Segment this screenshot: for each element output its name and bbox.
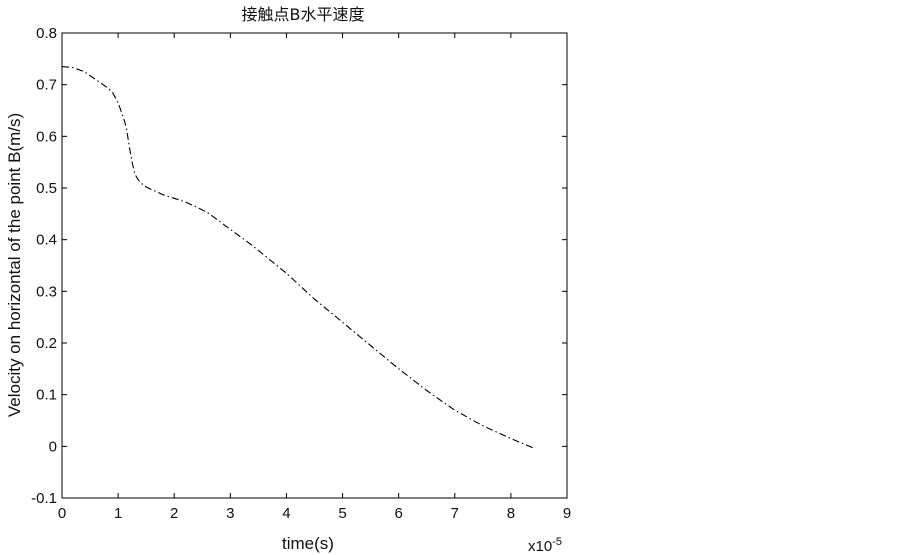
y-tick-labels: -0.1 0 0.1 0.2 0.3 0.4 0.5 0.6 0.7 0.8: [31, 25, 57, 507]
x-tick-label: 9: [563, 505, 571, 522]
plot-area: [61, 32, 568, 499]
x-tick-labels: 0 1 2 3 4 5 6 7 8 9: [58, 505, 571, 522]
x-tick-label: 7: [451, 505, 459, 522]
y-axis-label: Velocity on horizontal of the point B(m/…: [5, 113, 24, 417]
y-tick-label: 0.2: [36, 335, 57, 352]
x-tick-label: 8: [507, 505, 515, 522]
y-tick-label: 0.5: [36, 180, 57, 197]
x-tick-label: 2: [170, 505, 178, 522]
y-tick-label: 0: [49, 438, 57, 455]
velocity-series-line: [61, 66, 534, 449]
y-tick-label: 0.6: [36, 128, 57, 145]
y-tick-label: -0.1: [31, 490, 57, 507]
x-tick-label: 6: [394, 505, 402, 522]
x-tick-label: 3: [226, 505, 234, 522]
x-axis-multiplier: x10-5: [528, 536, 562, 555]
y-tick-label: 0.4: [36, 232, 57, 249]
x-tick-label: 1: [114, 505, 122, 522]
x-tick-label: 0: [58, 505, 66, 522]
x-tick-label: 4: [282, 505, 290, 522]
x-multiplier-base: x10: [528, 538, 552, 555]
axis-ticks: [61, 32, 568, 499]
y-tick-label: 0.7: [36, 77, 57, 94]
x-tick-label: 5: [338, 505, 346, 522]
x-multiplier-exponent: -5: [552, 536, 562, 548]
x-axis-label: time(s): [282, 534, 334, 553]
chart-title: 接触点B水平速度: [242, 5, 365, 24]
y-tick-label: 0.3: [36, 283, 57, 300]
y-tick-label: 0.8: [36, 25, 57, 42]
y-tick-label: 0.1: [36, 387, 57, 404]
